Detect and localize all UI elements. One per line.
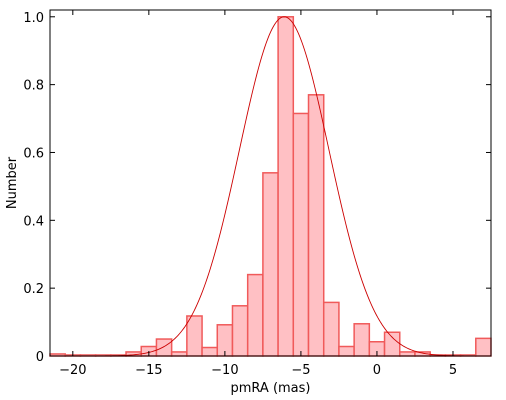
y-axis-ticks: 0 0.2 0.4 0.6 0.8 1.0 [23, 11, 491, 365]
histogram-bar [322, 301, 340, 357]
x-axis-ticks: −20 −15 −10 −5 0 5 [59, 10, 457, 378]
y-tick-label: 0.4 [23, 214, 44, 229]
histogram-bar [307, 94, 325, 357]
y-tick-label: 0.6 [23, 146, 44, 161]
x-tick-label: 0 [373, 363, 381, 378]
x-tick-label: −15 [135, 363, 162, 378]
histogram-bar [155, 338, 173, 357]
histogram-bar [262, 172, 279, 357]
histogram-bar [383, 331, 401, 357]
x-axis-title: pmRA (mas) [231, 381, 311, 396]
histogram-bar [353, 323, 371, 357]
histogram-bar [170, 351, 188, 357]
histogram-bar [186, 315, 203, 357]
y-tick-label: 1.0 [23, 11, 44, 26]
x-tick-label: −10 [211, 363, 238, 378]
histogram-bar [338, 345, 355, 357]
plot-frame [49, 9, 492, 357]
y-tick-label: 0 [36, 350, 44, 365]
y-tick-label: 0.2 [23, 282, 44, 297]
y-tick-label: 0.8 [23, 79, 44, 94]
histogram-bar [277, 16, 295, 357]
x-tick-label: 5 [449, 363, 457, 378]
histogram-bar [246, 273, 264, 357]
y-axis-title: Number [5, 156, 20, 209]
histogram-bar [475, 337, 492, 357]
histogram-bar [292, 112, 310, 357]
histogram-bars [49, 16, 492, 357]
histogram-bar [231, 305, 249, 357]
gaussian-fit-curve [50, 16, 491, 357]
histogram-bar [399, 351, 416, 357]
x-tick-label: −20 [59, 363, 86, 378]
x-tick-label: −5 [291, 363, 310, 378]
histogram-bar [201, 346, 219, 357]
